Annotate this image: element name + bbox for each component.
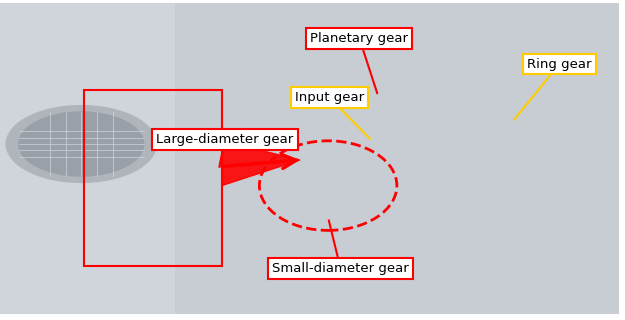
- Polygon shape: [222, 141, 300, 186]
- Circle shape: [19, 112, 144, 176]
- Text: Large-diameter gear: Large-diameter gear: [156, 133, 294, 146]
- FancyBboxPatch shape: [0, 3, 175, 314]
- FancyBboxPatch shape: [175, 3, 619, 314]
- Circle shape: [6, 106, 156, 182]
- Text: Ring gear: Ring gear: [527, 58, 592, 70]
- Text: Planetary gear: Planetary gear: [311, 32, 408, 45]
- Text: Input gear: Input gear: [295, 91, 364, 104]
- Text: Small-diameter gear: Small-diameter gear: [272, 262, 409, 275]
